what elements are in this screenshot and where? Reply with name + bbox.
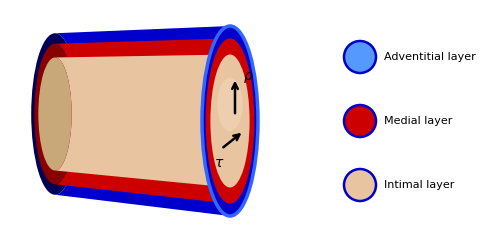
Ellipse shape [34, 44, 76, 184]
Ellipse shape [38, 57, 72, 171]
Polygon shape [38, 41, 226, 78]
Text: Medial layer: Medial layer [384, 116, 452, 126]
Circle shape [344, 41, 376, 73]
Polygon shape [55, 54, 250, 188]
Polygon shape [44, 59, 223, 72]
Ellipse shape [210, 54, 250, 188]
Ellipse shape [31, 33, 79, 195]
Circle shape [344, 169, 376, 201]
Ellipse shape [218, 78, 242, 131]
Ellipse shape [202, 26, 258, 216]
Circle shape [344, 105, 376, 137]
Text: Intimal layer: Intimal layer [384, 180, 454, 190]
Text: Adventitial layer: Adventitial layer [384, 52, 476, 62]
Ellipse shape [206, 38, 254, 204]
Text: τ: τ [215, 156, 224, 170]
Polygon shape [55, 26, 258, 216]
Ellipse shape [208, 69, 252, 116]
Text: ρ: ρ [244, 69, 253, 83]
Polygon shape [55, 38, 254, 204]
